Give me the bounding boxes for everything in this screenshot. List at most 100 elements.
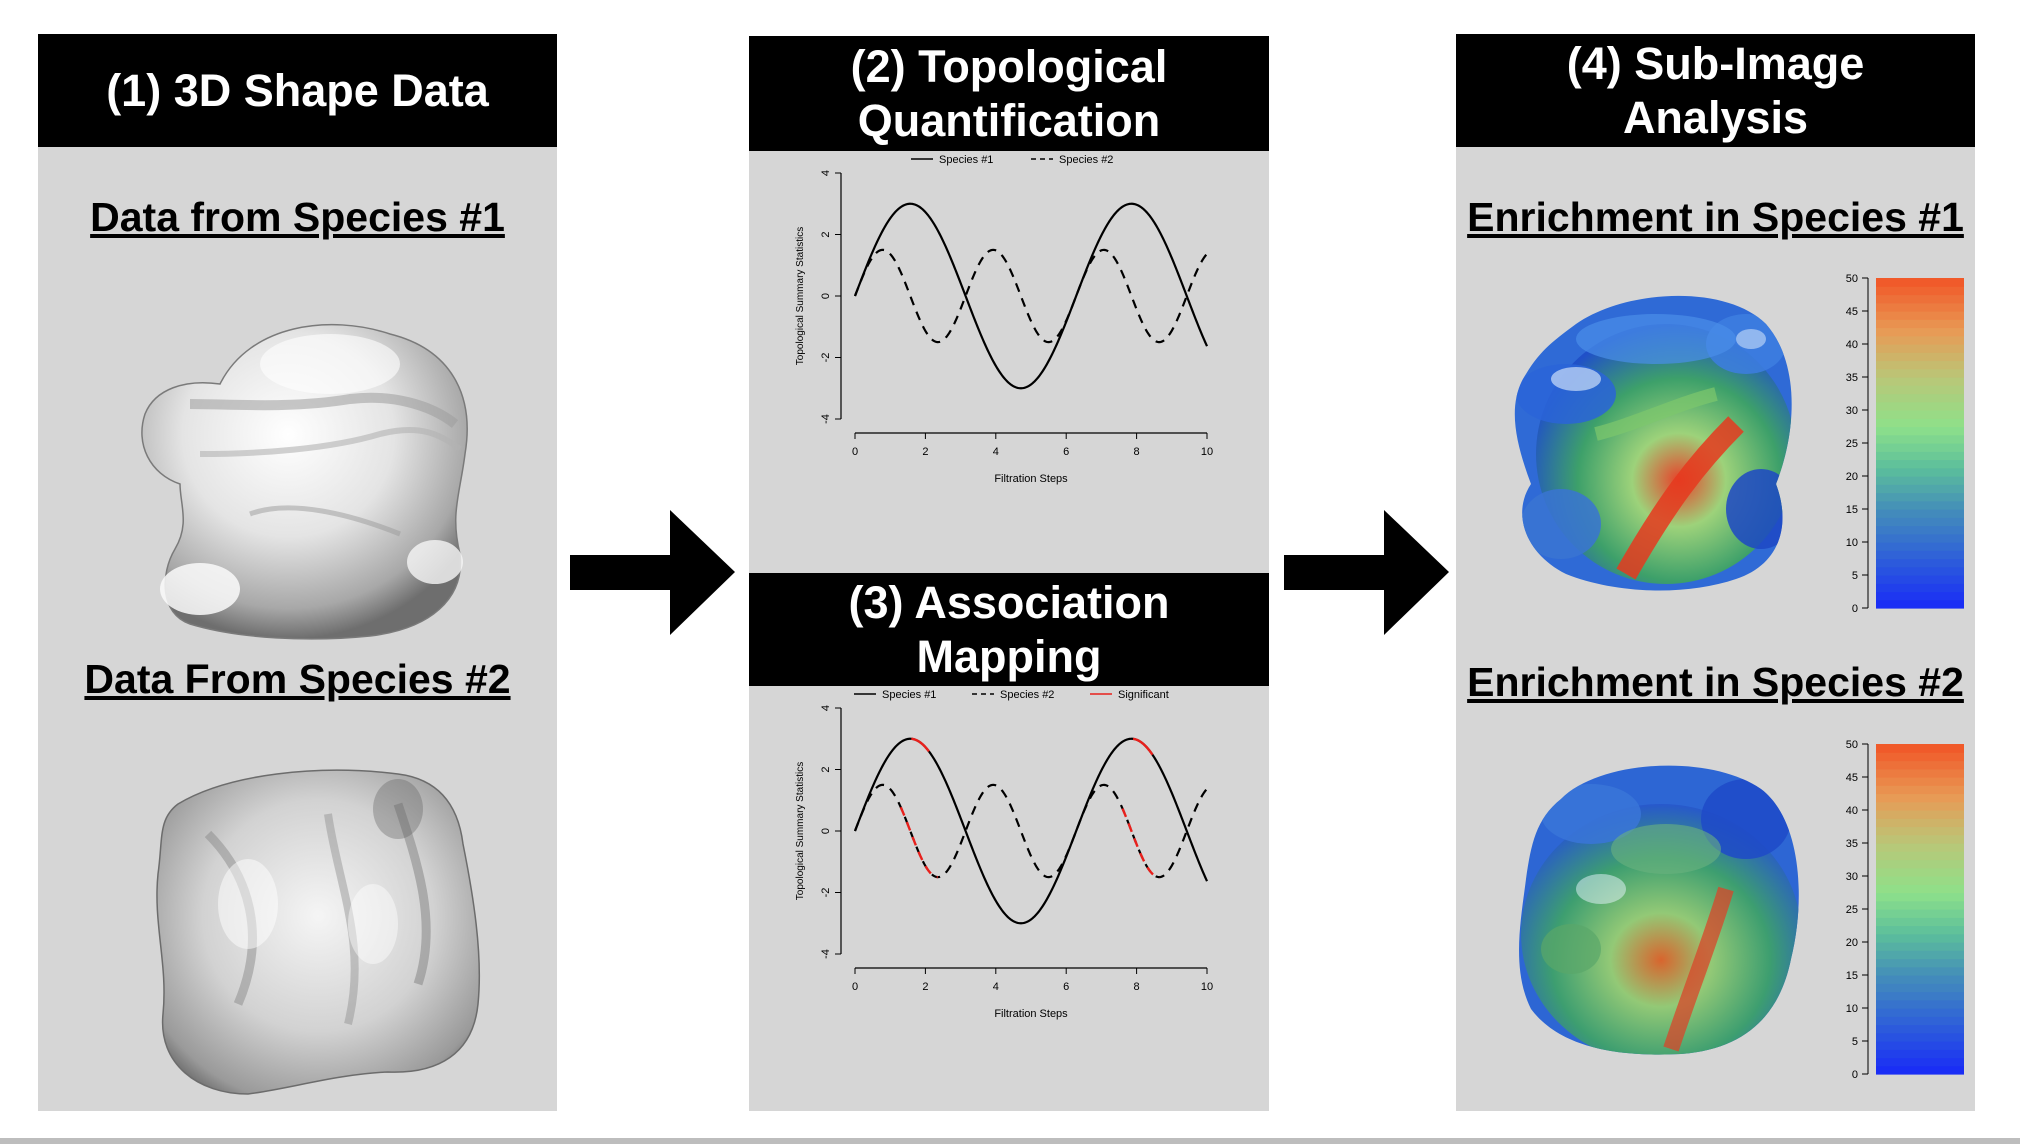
colorbar-band [1876, 950, 1964, 960]
significant-segment [1121, 808, 1160, 879]
colorbar-band [1876, 286, 1964, 296]
colorbar-band [1876, 942, 1964, 951]
significant-segment [1132, 737, 1154, 756]
species-1-data-title: Data from Species #1 [90, 194, 505, 240]
colorbar-band [1876, 278, 1964, 287]
y-tick-label: 0 [820, 828, 832, 834]
colorbar-band [1876, 558, 1964, 568]
y-tick-label: 4 [820, 705, 832, 711]
series-line-2 [853, 248, 1208, 344]
colorbar-band [1876, 1032, 1964, 1042]
panel-association-mapping: (3) Association Mapping 0 2 4 6 8 10 -4 -2 0 2 4 Fi… [749, 573, 1269, 1111]
x-tick-label: 4 [993, 446, 999, 458]
colorbar-band [1876, 991, 1964, 1001]
colorbar-band [1876, 500, 1964, 510]
colorbar-band [1876, 319, 1964, 329]
colorbar-tick-label: 5 [1852, 570, 1858, 582]
colorbar-tick-label: 30 [1846, 405, 1858, 417]
colorbar-tick-label: 0 [1852, 1069, 1858, 1078]
x-tick-label: 10 [1201, 446, 1213, 458]
colorbar-band [1876, 785, 1964, 795]
colorbar-band [1876, 1008, 1964, 1017]
colorbar-band [1876, 566, 1964, 576]
legend-label: Species #1 [882, 689, 936, 701]
colorbar-band [1876, 834, 1964, 844]
colorbar-band [1876, 909, 1964, 918]
colorbar-band [1876, 843, 1964, 852]
x-tick-label: 4 [993, 981, 999, 993]
colorbar-band [1876, 352, 1964, 362]
colorbar-band [1876, 401, 1964, 411]
legend-label: Species #2 [1000, 689, 1054, 701]
colorbar-band [1876, 368, 1964, 378]
arrow-right-icon [1284, 510, 1449, 635]
colorbar-band [1876, 867, 1964, 877]
legend-label: Species #2 [1059, 154, 1113, 166]
colorbar-band [1876, 900, 1964, 910]
colorbar-tick-label: 30 [1846, 871, 1858, 883]
association-mapping-chart: 0 2 4 6 8 10 -4 -2 0 2 4 Filtration Steps Topologica… [795, 689, 1213, 1020]
panel-2-header: (2) Topological Quantification [749, 36, 1269, 151]
panel-2-header-line2: Quantification [857, 94, 1161, 146]
colorbar-band [1876, 876, 1964, 885]
colorbar-band [1876, 793, 1964, 803]
y-tick-label: -2 [820, 888, 832, 898]
bottom-divider [0, 1138, 2020, 1144]
panel-3-header-line1: (3) Association [848, 576, 1170, 628]
x-axis-label: Filtration Steps [994, 1008, 1068, 1020]
x-tick-label: 2 [922, 981, 928, 993]
colorbar-band [1876, 525, 1964, 535]
colorbar-species-1: 0 5 10 15 20 25 30 35 40 45 50 [1846, 273, 1964, 612]
colorbar-band [1876, 1016, 1964, 1026]
colorbar-tick-label: 15 [1846, 504, 1858, 516]
colorbar-band [1876, 434, 1964, 444]
colorbar-tick-label: 45 [1846, 306, 1858, 318]
colorbar-tick-label: 35 [1846, 838, 1858, 850]
colorbar-band [1876, 983, 1964, 993]
colorbar-species-2: 0 5 10 15 20 25 30 35 40 45 50 [1846, 739, 1964, 1078]
series-line-1 [853, 202, 1209, 390]
colorbar-band [1876, 550, 1964, 560]
x-tick-label: 2 [922, 446, 928, 458]
colorbar-band [1876, 492, 1964, 502]
colorbar-band [1876, 327, 1964, 337]
y-tick-label: 4 [820, 170, 832, 176]
colorbar-tick-label: 20 [1846, 471, 1858, 483]
x-axis-label: Filtration Steps [994, 473, 1068, 485]
colorbar-tick-label: 5 [1852, 1036, 1858, 1048]
series-line-1 [853, 737, 1209, 925]
colorbar-band [1876, 294, 1964, 304]
y-axis-label: Topological Summary Statistics [795, 227, 806, 365]
colorbar-band [1876, 1065, 1964, 1075]
colorbar-band [1876, 966, 1964, 976]
colorbar-band [1876, 509, 1964, 518]
colorbar-band [1876, 752, 1964, 762]
colorbar-band [1876, 385, 1964, 395]
colorbar-band [1876, 418, 1964, 428]
panel-4-header-line2: Analysis [1622, 91, 1809, 143]
significant-segment [911, 737, 930, 753]
colorbar-band [1876, 1049, 1964, 1059]
colorbar-band [1876, 851, 1964, 861]
colorbar-band [1876, 1024, 1964, 1034]
colorbar-band [1876, 958, 1964, 968]
colorbar-tick-label: 50 [1846, 273, 1858, 285]
colorbar-band [1876, 744, 1964, 753]
colorbar-tick-label: 45 [1846, 772, 1858, 784]
legend-label: Species #1 [939, 154, 993, 166]
colorbar-band [1876, 443, 1964, 452]
panel-3-header: (3) Association Mapping [749, 573, 1269, 686]
colorbar-tick-label: 40 [1846, 805, 1858, 817]
colorbar-band [1876, 801, 1964, 811]
x-tick-label: 0 [852, 446, 858, 458]
colorbar-band [1876, 859, 1964, 869]
colorbar-band [1876, 768, 1964, 778]
colorbar-band [1876, 933, 1964, 943]
colorbar-band [1876, 484, 1964, 494]
species-2-data-title: Data From Species #2 [84, 656, 511, 702]
x-tick-label: 8 [1134, 446, 1140, 458]
x-tick-label: 8 [1134, 981, 1140, 993]
panel-1-header: (1) 3D Shape Data [38, 34, 557, 147]
colorbar-band [1876, 302, 1964, 312]
colorbar-band [1876, 591, 1964, 601]
